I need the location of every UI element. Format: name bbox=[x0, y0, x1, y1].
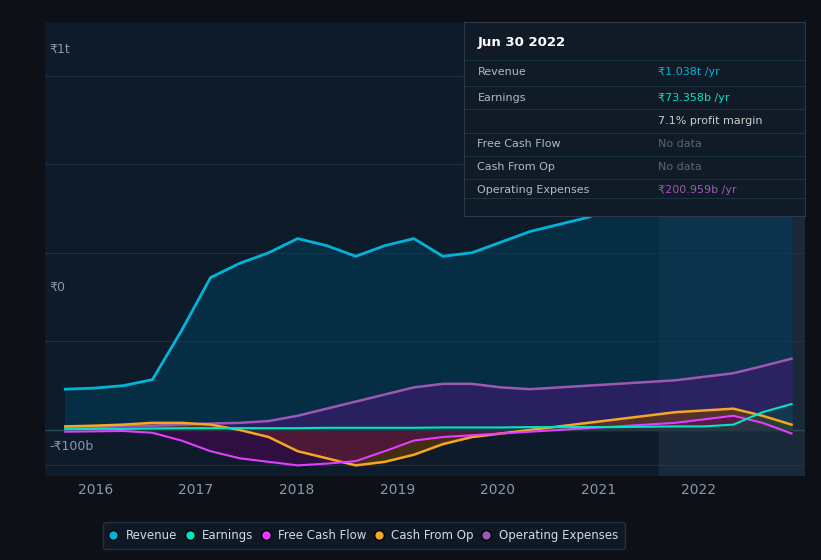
Text: Cash From Op: Cash From Op bbox=[478, 162, 555, 172]
Text: No data: No data bbox=[658, 139, 702, 149]
Text: Operating Expenses: Operating Expenses bbox=[478, 185, 589, 195]
Text: No data: No data bbox=[658, 162, 702, 172]
Text: Earnings: Earnings bbox=[478, 93, 526, 102]
Text: ₹1t: ₹1t bbox=[49, 43, 70, 56]
Text: Jun 30 2022: Jun 30 2022 bbox=[478, 36, 566, 49]
Text: -₹100b: -₹100b bbox=[49, 440, 94, 453]
Text: ₹73.358b /yr: ₹73.358b /yr bbox=[658, 93, 730, 102]
Text: 7.1% profit margin: 7.1% profit margin bbox=[658, 116, 763, 126]
Text: Free Cash Flow: Free Cash Flow bbox=[478, 139, 561, 149]
Bar bbox=[658, 22, 805, 476]
Text: Revenue: Revenue bbox=[478, 67, 526, 77]
Text: ₹0: ₹0 bbox=[49, 281, 65, 294]
Text: ₹1.038t /yr: ₹1.038t /yr bbox=[658, 67, 720, 77]
Text: ₹200.959b /yr: ₹200.959b /yr bbox=[658, 185, 736, 195]
Legend: Revenue, Earnings, Free Cash Flow, Cash From Op, Operating Expenses: Revenue, Earnings, Free Cash Flow, Cash … bbox=[103, 522, 625, 549]
